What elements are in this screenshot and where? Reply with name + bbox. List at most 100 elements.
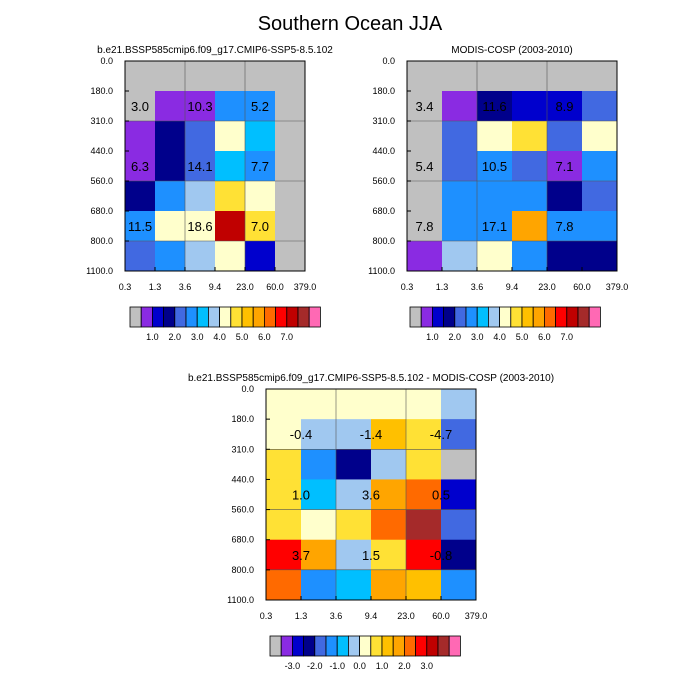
colorbar-box: [280, 635, 293, 657]
data-label: 3.0: [131, 99, 149, 114]
colorbar-label: 5.0: [516, 332, 529, 342]
panel-1: b.e21.BSSP585cmip6.f09_g17.CMIP6-SSP5-8.…: [86, 45, 333, 292]
heatmap-cell: [406, 539, 442, 571]
colorbar-box: [286, 306, 299, 328]
colorbar-label: 3.0: [471, 332, 484, 342]
x-tick-label: 9.4: [209, 282, 222, 292]
heatmap-cell: [245, 61, 276, 92]
colorbar-label: 1.0: [146, 332, 159, 342]
heatmap-cell: [582, 121, 618, 152]
colorbar-box: [303, 635, 316, 657]
data-label: 3.7: [292, 548, 310, 563]
heatmap-cell: [275, 151, 306, 182]
heatmap-cell: [371, 419, 407, 450]
y-tick-label: 680.0: [90, 206, 113, 216]
x-tick-label: 0.3: [260, 611, 273, 621]
y-tick-label: 1100.0: [227, 595, 254, 605]
y-tick-label: 560.0: [372, 176, 395, 186]
y-tick-label: 0.0: [100, 56, 113, 66]
colorbar-label: 7.0: [561, 332, 574, 342]
heatmap-cell: [547, 151, 583, 182]
heatmap-cell: [582, 241, 618, 272]
heatmap-cell: [582, 151, 618, 182]
colorbar-box: [325, 635, 338, 657]
colorbar-box: [263, 306, 276, 328]
x-tick-label: 379.0: [294, 282, 317, 292]
data-label: 14.1: [187, 159, 212, 174]
colorbar-box: [241, 306, 254, 328]
heatmap-cell: [215, 241, 246, 272]
colorbar-box: [499, 306, 512, 328]
x-tick-label: 60.0: [266, 282, 284, 292]
heatmap-cell: [125, 211, 156, 242]
colorbar-box: [448, 635, 461, 657]
heatmap-cell: [407, 151, 443, 182]
heatmap-cell: [245, 211, 276, 242]
heatmap-cell: [406, 569, 442, 601]
colorbar-box: [196, 306, 209, 328]
heatmap-cell: [155, 181, 186, 212]
colorbar-box: [544, 306, 557, 328]
colorbar-label: 6.0: [538, 332, 551, 342]
heatmap-cell: [215, 61, 246, 92]
y-tick-label: 560.0: [90, 176, 113, 186]
heatmap-cell: [477, 91, 513, 122]
data-label: 0.5: [432, 488, 450, 503]
heatmap-cell: [275, 121, 306, 152]
heatmap-cell: [371, 449, 407, 480]
y-tick-label: 0.0: [382, 56, 395, 66]
figure-title: Southern Ocean JJA: [258, 13, 443, 35]
heatmap-cell: [336, 449, 372, 480]
heatmap-cell: [125, 121, 156, 152]
colorbar-box: [230, 306, 243, 328]
data-label: 17.1: [482, 219, 507, 234]
x-tick-label: 379.0: [465, 611, 488, 621]
heatmap-cell: [301, 479, 337, 510]
colorbar-box: [140, 306, 153, 328]
heatmap-cell: [442, 121, 478, 152]
data-label: 5.4: [415, 159, 433, 174]
colorbar-box: [291, 635, 304, 657]
heatmap-cell: [155, 151, 186, 182]
heatmap-cell: [245, 121, 276, 152]
heatmap-cell: [512, 91, 548, 122]
heatmap-cell: [125, 151, 156, 182]
plot-area: b.e21.BSSP585cmip6.f09_g17.CMIP6-SSP5-8.…: [86, 45, 628, 671]
heatmap-cell: [547, 211, 583, 242]
colorbar-label: 1.0: [376, 661, 389, 671]
colorbar-2: 1.0 2.0 3.0 4.0 5.0 6.0 7.0: [409, 306, 601, 342]
heatmap-cell: [275, 61, 306, 92]
heatmap-cell: [477, 241, 513, 272]
colorbar-box: [275, 306, 288, 328]
y-tick-label: 680.0: [231, 535, 254, 545]
heatmap-cell: [441, 389, 477, 420]
heatmap-cell: [336, 419, 372, 450]
heatmap-cell: [155, 211, 186, 242]
panel-title: b.e21.BSSP585cmip6.f09_g17.CMIP6-SSP5-8.…: [188, 373, 554, 384]
heatmap-cell: [512, 151, 548, 182]
colorbar-box: [437, 635, 450, 657]
heatmap-cell: [407, 121, 443, 152]
data-label: 7.7: [251, 159, 269, 174]
heatmap-cell: [512, 181, 548, 212]
colorbar-box: [454, 306, 467, 328]
data-label: -1.4: [360, 427, 382, 442]
colorbar-box: [465, 306, 478, 328]
y-tick-label: 800.0: [90, 236, 113, 246]
heatmap-cell: [512, 121, 548, 152]
colorbar-box: [403, 635, 416, 657]
heatmap-cell: [155, 241, 186, 272]
heatmap-cell: [185, 211, 216, 242]
heatmap-cell: [477, 151, 513, 182]
heatmap-cell: [185, 181, 216, 212]
colorbar-label: 4.0: [493, 332, 506, 342]
heatmap-cell: [245, 91, 276, 122]
heatmap-cell: [215, 181, 246, 212]
heatmap-cell: [275, 91, 306, 122]
heatmap-cell: [406, 509, 442, 541]
heatmap-cell: [301, 449, 337, 480]
x-tick-label: 0.3: [119, 282, 132, 292]
heatmap-cell: [371, 389, 407, 420]
colorbar-box: [207, 306, 220, 328]
heatmap-cell: [407, 211, 443, 242]
